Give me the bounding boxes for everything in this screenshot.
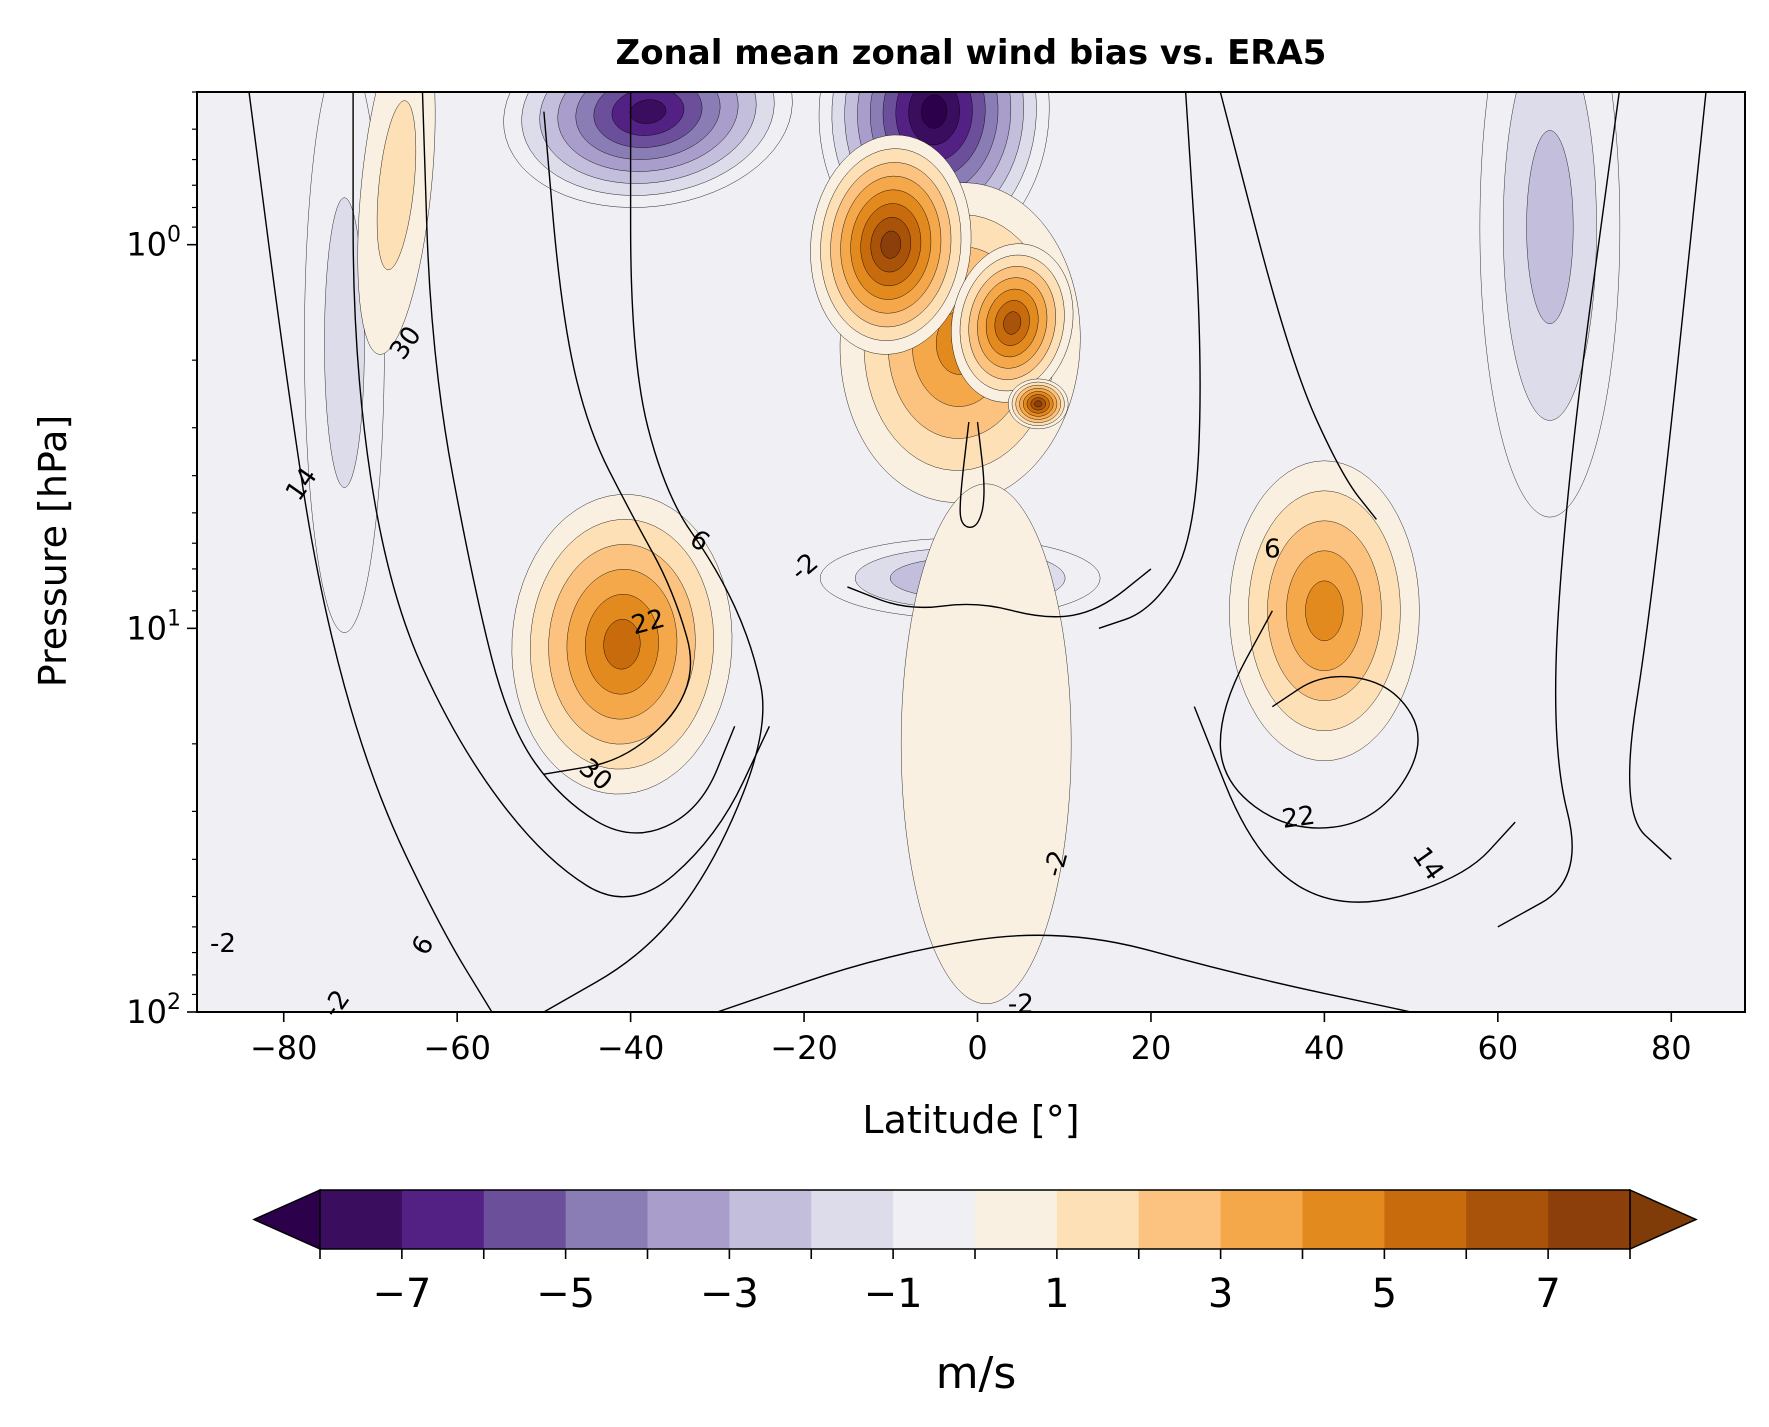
wind-contour-line bbox=[1497, 92, 1620, 928]
colorbar-tick-label: −3 bbox=[700, 1271, 759, 1317]
bias-band bbox=[1034, 400, 1043, 408]
colorbar-tick-label: −1 bbox=[864, 1271, 923, 1317]
bias-band bbox=[1305, 580, 1344, 641]
x-tick-label: 80 bbox=[1651, 1029, 1692, 1067]
wind-contour-label: 22 bbox=[1280, 801, 1317, 835]
colorbar-tick-label: −7 bbox=[372, 1271, 431, 1317]
wind-contour-line bbox=[543, 111, 692, 775]
x-tick-label: −20 bbox=[770, 1029, 838, 1067]
colorbar-bin bbox=[1384, 1190, 1467, 1249]
wind-contour-line bbox=[1193, 706, 1516, 903]
chart-title: Zonal mean zonal wind bias vs. ERA5 bbox=[616, 33, 1327, 73]
colorbar-bin bbox=[483, 1190, 567, 1249]
plot-frame bbox=[196, 91, 1746, 1013]
y-axis-label: Pressure [hPa] bbox=[31, 415, 75, 688]
colorbar-bin bbox=[647, 1190, 730, 1249]
wind-contour-line bbox=[248, 92, 493, 1012]
wind-contour-line bbox=[1219, 92, 1377, 520]
colorbar: −7 −5 −3 −1 1 3 5 7 bbox=[252, 1188, 1698, 1317]
bias-anomaly bbox=[1008, 378, 1069, 430]
x-tick-label: 0 bbox=[967, 1029, 987, 1067]
colorbar-tick-label: 5 bbox=[1372, 1271, 1397, 1317]
bias-band bbox=[880, 230, 902, 259]
colorbar-extend-high bbox=[1629, 1188, 1698, 1251]
colorbar-tick-label: 7 bbox=[1535, 1271, 1560, 1317]
x-tick-label: 60 bbox=[1477, 1029, 1518, 1067]
x-tick-label: −60 bbox=[423, 1029, 491, 1067]
y-tick-label: 101 bbox=[126, 606, 181, 647]
colorbar-bin bbox=[1548, 1190, 1631, 1249]
wind-contour-line bbox=[959, 421, 985, 528]
x-axis-label: Latitude [°] bbox=[862, 1098, 1079, 1142]
colorbar-bin bbox=[565, 1190, 648, 1249]
bias-anomaly bbox=[357, 92, 436, 355]
bias-anomaly bbox=[810, 134, 972, 355]
bias-anomaly bbox=[511, 494, 733, 795]
colorbar-bin bbox=[1138, 1190, 1222, 1249]
bias-band bbox=[603, 619, 641, 670]
bias-band bbox=[324, 197, 365, 488]
bias-anomaly bbox=[1479, 92, 1621, 518]
wind-contour-line bbox=[847, 568, 1152, 618]
y-tick-label: 100 bbox=[126, 223, 181, 264]
wind-contour-label: 6 bbox=[1264, 535, 1281, 565]
colorbar-bin bbox=[1302, 1190, 1385, 1249]
y-axis: 100 101 102 bbox=[126, 91, 197, 1031]
colorbar-bin bbox=[729, 1190, 812, 1249]
bias-anomaly bbox=[503, 92, 793, 208]
wind-contour-line bbox=[1098, 92, 1201, 630]
wind-contour-line bbox=[1628, 92, 1707, 860]
bias-field bbox=[304, 92, 1621, 1005]
colorbar-bin bbox=[1056, 1190, 1140, 1249]
x-tick-label: 40 bbox=[1304, 1029, 1345, 1067]
colorbar-bin bbox=[893, 1190, 976, 1249]
x-axis: −80 −60 −40 −20 0 20 40 60 80 bbox=[250, 1012, 1692, 1067]
colorbar-tick-label: −5 bbox=[536, 1271, 595, 1317]
wind-contour-label: -2 bbox=[210, 929, 236, 959]
colorbar-tick-label: 1 bbox=[1044, 1271, 1069, 1317]
wind-contour-line bbox=[421, 92, 736, 834]
colorbar-bin bbox=[401, 1190, 485, 1249]
wind-contour-label: -2 bbox=[1008, 989, 1034, 1019]
bias-anomaly bbox=[1229, 460, 1420, 761]
colorbar-bin bbox=[975, 1190, 1058, 1249]
bias-band bbox=[1526, 130, 1574, 324]
colorbar-bin bbox=[320, 1190, 403, 1249]
x-tick-label: −40 bbox=[597, 1029, 665, 1067]
colorbar-extend-low bbox=[252, 1188, 321, 1251]
wind-contour-line bbox=[543, 92, 764, 1012]
x-tick-label: 20 bbox=[1131, 1029, 1172, 1067]
wind-contours bbox=[248, 92, 1707, 1012]
colorbar-label: m/s bbox=[936, 1348, 1017, 1399]
y-tick-label: 102 bbox=[126, 990, 181, 1031]
wind-contour-line bbox=[1219, 610, 1419, 829]
bias-anomaly bbox=[951, 243, 1074, 403]
wind-contour-line bbox=[352, 92, 771, 898]
colorbar-bin bbox=[1220, 1190, 1303, 1249]
bias-band bbox=[921, 94, 948, 129]
bias-band bbox=[1003, 311, 1022, 335]
bias-anomaly bbox=[900, 483, 1072, 1005]
colorbar-bin bbox=[1466, 1190, 1549, 1249]
x-tick-label: −80 bbox=[250, 1029, 318, 1067]
bias-band bbox=[376, 100, 417, 271]
bias-band bbox=[900, 483, 1072, 1005]
colorbar-bin bbox=[811, 1190, 894, 1249]
wind-contour-line bbox=[717, 934, 1412, 1012]
colorbar-tick-label: 3 bbox=[1208, 1271, 1233, 1317]
